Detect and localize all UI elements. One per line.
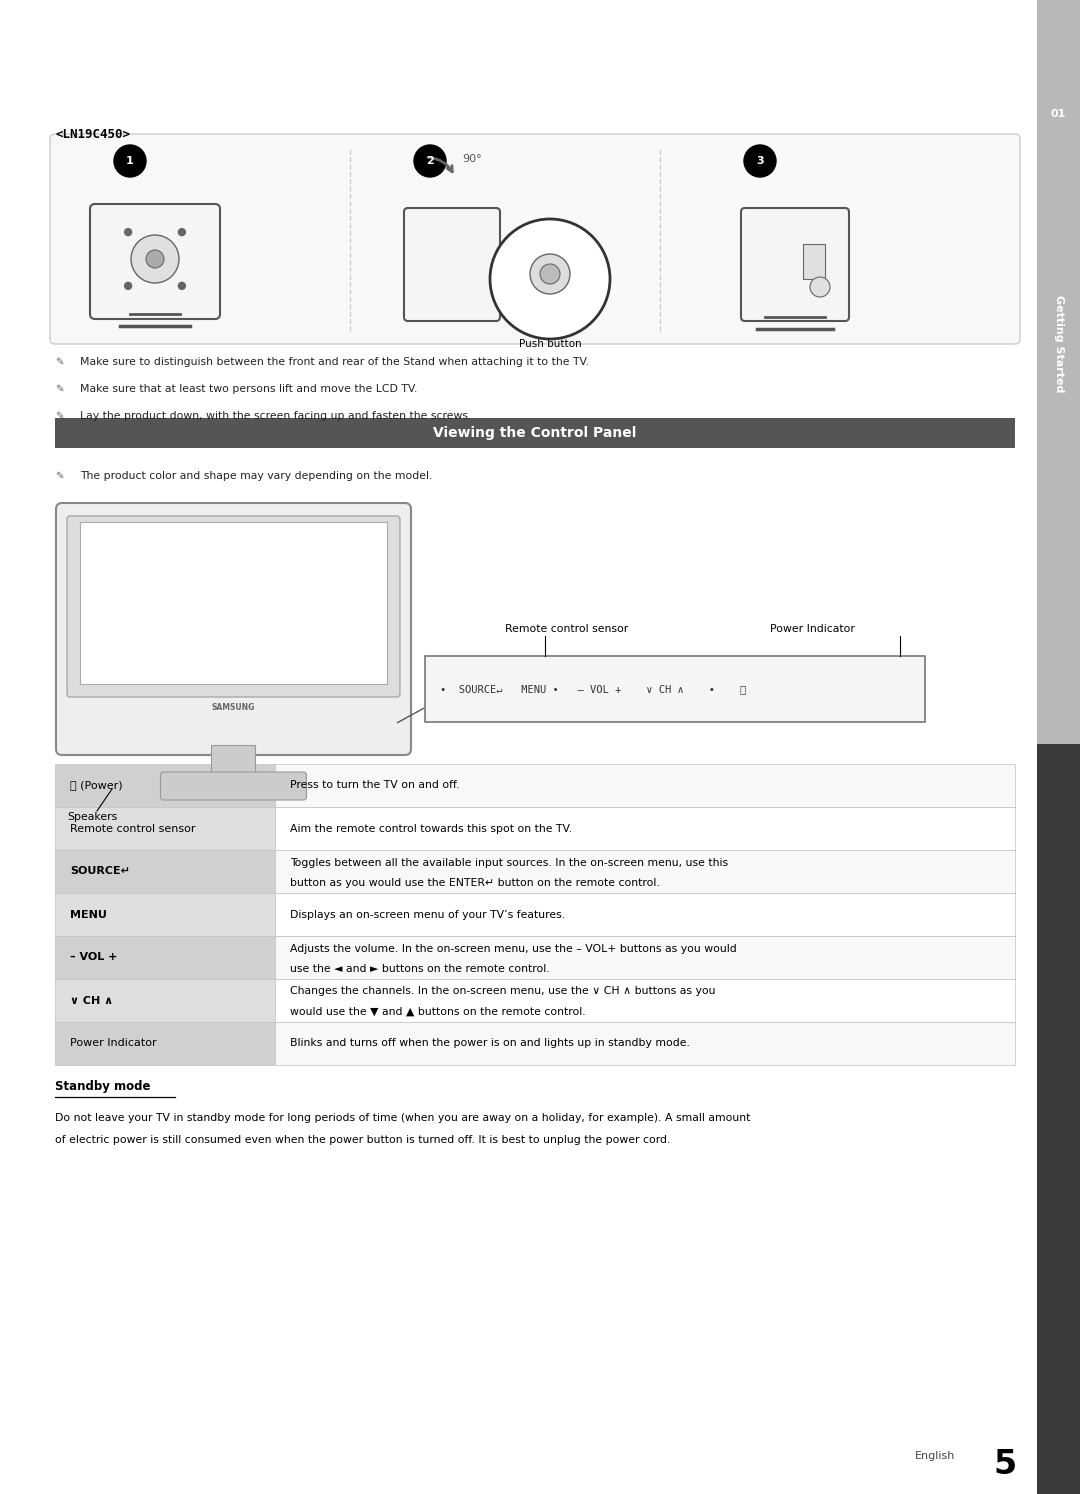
Text: English: English: [915, 1451, 955, 1461]
Circle shape: [146, 249, 164, 267]
Bar: [426, 656, 924, 722]
Text: button as you would use the ENTER↵ button on the remote control.: button as you would use the ENTER↵ butto…: [291, 877, 660, 887]
FancyBboxPatch shape: [67, 515, 400, 698]
Text: SAMSUNG: SAMSUNG: [212, 702, 255, 711]
Text: Do not leave your TV in standby mode for long periods of time (when you are away: Do not leave your TV in standby mode for…: [55, 1113, 751, 1123]
Text: of electric power is still consumed even when the power button is turned off. It: of electric power is still consumed even…: [55, 1135, 671, 1144]
Bar: [55, 979, 275, 1022]
Bar: [275, 937, 1015, 979]
Bar: [55, 850, 275, 893]
Circle shape: [810, 276, 831, 297]
Bar: [275, 1022, 1015, 1065]
Text: 2: 2: [427, 155, 434, 166]
Text: use the ◄ and ► buttons on the remote control.: use the ◄ and ► buttons on the remote co…: [291, 964, 550, 974]
Text: SOURCE↵: SOURCE↵: [70, 867, 130, 877]
Text: ∨ CH ∧: ∨ CH ∧: [70, 995, 113, 1005]
Bar: [55, 1022, 275, 1065]
Text: Displays an on-screen menu of your TV’s features.: Displays an on-screen menu of your TV’s …: [291, 910, 565, 919]
Bar: [55, 763, 275, 807]
FancyBboxPatch shape: [741, 208, 849, 321]
Text: Press to turn the TV on and off.: Press to turn the TV on and off.: [291, 780, 459, 790]
Text: Make sure that at least two persons lift and move the LCD TV.: Make sure that at least two persons lift…: [80, 384, 417, 394]
Circle shape: [178, 229, 186, 236]
Bar: [275, 850, 1015, 893]
Bar: [55, 937, 275, 979]
FancyBboxPatch shape: [161, 772, 307, 799]
Text: would use the ▼ and ▲ buttons on the remote control.: would use the ▼ and ▲ buttons on the rem…: [291, 1007, 585, 1016]
Text: ⓘ (Power): ⓘ (Power): [70, 780, 123, 790]
Text: Speakers: Speakers: [67, 813, 118, 822]
Text: Power Indicator: Power Indicator: [770, 624, 855, 633]
Text: ✎: ✎: [55, 471, 64, 481]
Bar: [55, 807, 275, 850]
Bar: [212, 746, 256, 777]
Circle shape: [744, 145, 777, 176]
Bar: [275, 893, 1015, 937]
Bar: [275, 807, 1015, 850]
Text: ✎: ✎: [55, 411, 64, 421]
Text: The product color and shape may vary depending on the model.: The product color and shape may vary dep…: [80, 471, 432, 481]
FancyBboxPatch shape: [404, 208, 500, 321]
Text: MENU: MENU: [70, 910, 107, 919]
Circle shape: [540, 264, 561, 284]
Text: ✎: ✎: [55, 357, 64, 368]
Bar: [80, 521, 387, 684]
Circle shape: [114, 145, 146, 176]
Text: 3: 3: [756, 155, 764, 166]
Circle shape: [124, 229, 132, 236]
Circle shape: [131, 235, 179, 282]
Text: Lay the product down, with the screen facing up and fasten the screws.: Lay the product down, with the screen fa…: [80, 411, 471, 421]
Text: 5: 5: [994, 1448, 1016, 1481]
FancyBboxPatch shape: [90, 205, 220, 320]
Text: ✎: ✎: [55, 384, 64, 394]
Bar: [1037, 0, 1080, 744]
Circle shape: [490, 220, 610, 339]
Text: •  SOURCE↵   MENU •   – VOL +    ∨ CH ∧    •    ⏻: • SOURCE↵ MENU • – VOL + ∨ CH ∧ • ⏻: [440, 684, 746, 695]
Bar: [55, 418, 1015, 448]
Bar: [275, 763, 1015, 807]
Text: – VOL +: – VOL +: [70, 953, 118, 962]
Text: Blinks and turns off when the power is on and lights up in standby mode.: Blinks and turns off when the power is o…: [291, 1038, 690, 1049]
Circle shape: [124, 282, 132, 290]
Text: Remote control sensor: Remote control sensor: [70, 823, 195, 834]
Text: Adjusts the volume. In the on-screen menu, use the – VOL+ buttons as you would: Adjusts the volume. In the on-screen men…: [291, 944, 737, 953]
Text: 90°: 90°: [462, 154, 482, 164]
Text: Toggles between all the available input sources. In the on-screen menu, use this: Toggles between all the available input …: [291, 858, 728, 868]
Text: Standby mode: Standby mode: [55, 1080, 150, 1094]
Bar: [1037, 744, 1080, 1494]
Text: Power Indicator: Power Indicator: [70, 1038, 157, 1049]
FancyBboxPatch shape: [50, 134, 1020, 344]
Text: Changes the channels. In the on-screen menu, use the ∨ CH ∧ buttons as you: Changes the channels. In the on-screen m…: [291, 986, 715, 996]
Text: Aim the remote control towards this spot on the TV.: Aim the remote control towards this spot…: [291, 823, 572, 834]
Text: Remote control sensor: Remote control sensor: [505, 624, 629, 633]
Text: Getting Started: Getting Started: [1053, 296, 1064, 393]
Bar: [804, 244, 825, 279]
Circle shape: [530, 254, 570, 294]
Text: <LN19C450>: <LN19C450>: [55, 127, 130, 140]
Text: Viewing the Control Panel: Viewing the Control Panel: [433, 426, 637, 441]
Text: 1: 1: [126, 155, 134, 166]
Text: Make sure to distinguish between the front and rear of the Stand when attaching : Make sure to distinguish between the fro…: [80, 357, 589, 368]
Circle shape: [178, 282, 186, 290]
Circle shape: [414, 145, 446, 176]
Text: Push button: Push button: [518, 339, 581, 350]
Bar: [55, 893, 275, 937]
Text: 01: 01: [1051, 109, 1066, 120]
Bar: [275, 979, 1015, 1022]
FancyBboxPatch shape: [56, 503, 411, 754]
